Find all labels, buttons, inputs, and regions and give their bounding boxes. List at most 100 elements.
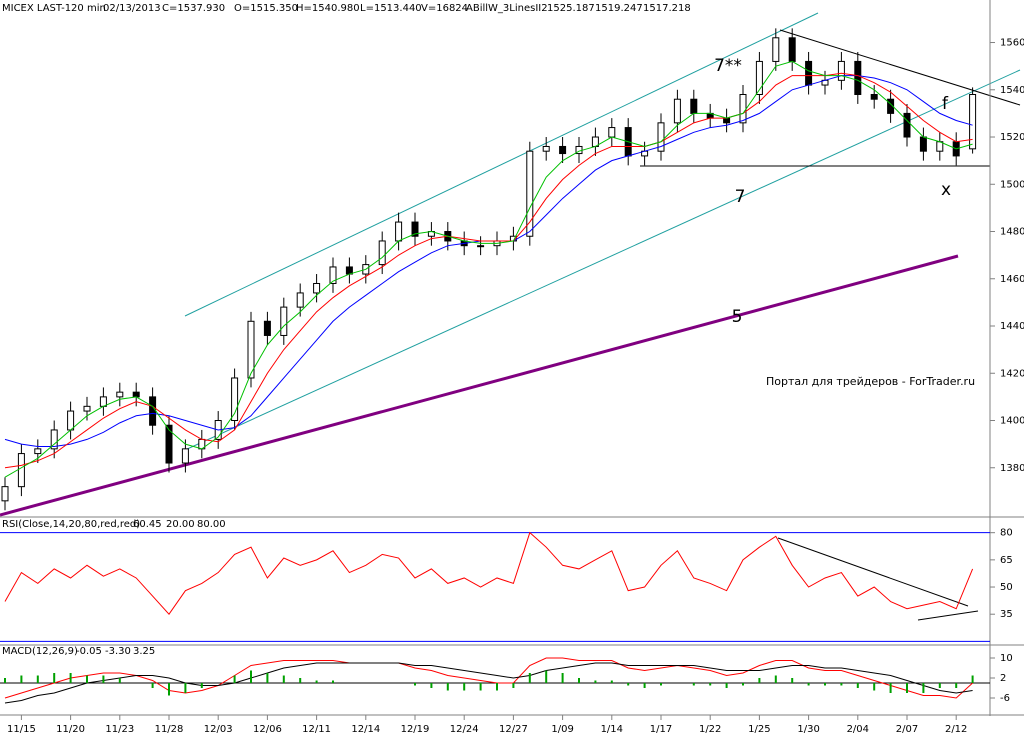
histogram-bar — [824, 683, 826, 686]
candle-body — [477, 245, 485, 248]
candle-body — [280, 306, 288, 336]
histogram-bar — [873, 683, 876, 691]
candle-body — [903, 112, 911, 138]
date: 02/13/2013 — [103, 3, 161, 14]
candle-body — [723, 117, 731, 124]
histogram-bar — [496, 683, 498, 691]
x-tick-label: 2/07 — [896, 724, 918, 735]
x-tick-label: 11/20 — [56, 724, 85, 735]
y-tick-label: 1400 — [1000, 416, 1024, 427]
y-tick-label: 50 — [1000, 582, 1013, 593]
histogram-bar — [610, 680, 613, 683]
channel-lower — [184, 69, 1021, 451]
macd-title: MACD(12,26,9) — [2, 646, 78, 657]
histogram-bar — [528, 673, 531, 683]
y-tick-label: 1480 — [1000, 227, 1024, 238]
x-tick-label: 12/06 — [253, 724, 282, 735]
y-tick-label: 1560 — [1000, 38, 1024, 49]
candle-body — [673, 98, 681, 124]
histogram-bar — [971, 675, 974, 683]
trend-line-5 — [0, 254, 959, 517]
legend-entry: 3.25 — [133, 646, 155, 657]
histogram-bar — [118, 678, 121, 683]
candle-body — [690, 98, 698, 114]
histogram-bar — [4, 678, 6, 683]
x-tick-label: 12/11 — [302, 724, 331, 735]
histogram-bar — [774, 675, 777, 683]
candle-body — [296, 292, 304, 308]
y-tick-label: -6 — [1000, 693, 1010, 704]
level-label: 20.00 — [166, 519, 195, 530]
candle-body — [1, 486, 9, 502]
x-tick-label: 1/22 — [699, 724, 721, 735]
histogram-bar — [184, 683, 187, 693]
y-tick-label: 80 — [1000, 528, 1013, 539]
candle-body — [559, 145, 567, 155]
y-tick-label: 10 — [1000, 653, 1013, 664]
x-tick-label: 1/14 — [601, 724, 623, 735]
histogram-bar — [430, 683, 433, 688]
series-line — [4, 662, 973, 704]
x-tick-label: 2/04 — [847, 724, 869, 735]
candle-body — [67, 410, 75, 431]
histogram-bar — [791, 678, 794, 683]
candle-body — [263, 320, 271, 336]
candle-body — [313, 282, 321, 294]
legend-entry: -3.30 — [105, 646, 131, 657]
x-tick-label: 11/28 — [155, 724, 184, 735]
x-tick-label: 1/17 — [650, 724, 672, 735]
candle-body — [411, 221, 419, 237]
candle-body — [378, 240, 386, 266]
rsi-support-line — [917, 610, 979, 621]
indicator-name: ABillW_3LinesII2 — [466, 3, 548, 14]
candle-body — [34, 448, 42, 455]
watermark: Портал для трейдеров - ForTrader.ru — [766, 375, 975, 388]
legend-entry: 1519.247 — [595, 3, 643, 14]
histogram-bar — [758, 678, 761, 683]
series-line — [4, 60, 973, 478]
histogram-bar — [840, 683, 843, 686]
legend-entry: -0.05 — [76, 646, 102, 657]
candle-body — [608, 127, 616, 138]
histogram-bar — [594, 680, 597, 683]
histogram-bar — [200, 683, 203, 688]
candle-body — [854, 60, 862, 95]
annotation: 7 — [735, 187, 746, 207]
header-low: L=1513.440 — [360, 3, 422, 14]
histogram-bar — [250, 670, 252, 683]
histogram-bar — [69, 673, 72, 683]
histogram-bar — [414, 683, 416, 686]
channel-upper — [184, 12, 819, 317]
candle-body — [805, 60, 813, 86]
x-tick-label: 11/23 — [105, 724, 134, 735]
histogram-bar — [692, 683, 695, 686]
y-tick-label: 2 — [1000, 673, 1006, 684]
y-tick-label: 1420 — [1000, 368, 1024, 379]
annotation: 5 — [732, 307, 743, 327]
x-tick-label: 12/19 — [401, 724, 430, 735]
histogram-bar — [332, 680, 334, 683]
candle-body — [17, 453, 25, 488]
legend-entry: 1525.187 — [547, 3, 595, 14]
annotation: f — [942, 94, 949, 114]
series-line — [4, 72, 973, 469]
annotation: x — [941, 180, 951, 200]
y-tick-label: 1440 — [1000, 321, 1024, 332]
candle-body — [870, 93, 878, 100]
candle-body — [526, 150, 534, 237]
x-tick-label: 12/14 — [351, 724, 380, 735]
histogram-bar — [545, 670, 548, 683]
legend-entry: 60.45 — [133, 519, 162, 530]
candle-body — [50, 429, 58, 450]
x-tick-label: 1/30 — [797, 724, 819, 735]
x-tick-label: 1/09 — [551, 724, 573, 735]
symbol-title: MICEX LAST-120 min — [2, 3, 106, 14]
series-line — [4, 531, 974, 616]
histogram-bar — [742, 683, 744, 686]
histogram-bar — [233, 675, 236, 683]
legend-entry: 1517.218 — [643, 3, 691, 14]
histogram-bar — [463, 683, 466, 691]
histogram-bar — [446, 683, 449, 691]
